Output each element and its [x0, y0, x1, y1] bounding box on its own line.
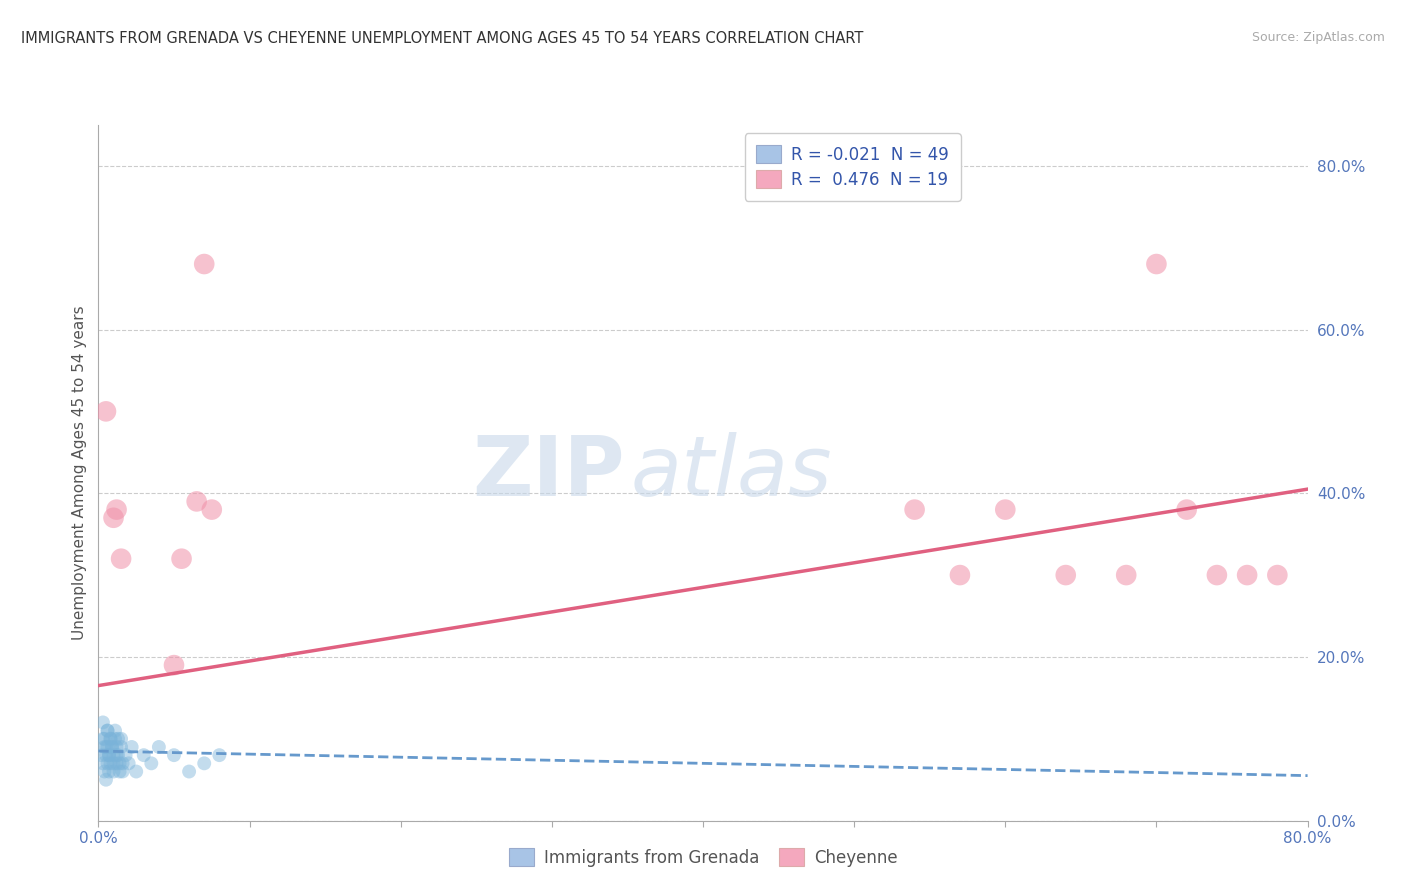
Point [201, 502, 224, 516]
Point [994, 502, 1017, 516]
Point [111, 764, 134, 779]
Point [93, 731, 115, 746]
Point [110, 739, 132, 754]
Point [94, 748, 117, 763]
Text: ZIP: ZIP [472, 433, 624, 513]
Point [91, 731, 114, 746]
Point [193, 257, 215, 271]
Point [1267, 568, 1289, 582]
Point [100, 756, 122, 771]
Point [1175, 502, 1198, 516]
Point [104, 723, 127, 738]
Point [110, 551, 132, 566]
Text: atlas: atlas [630, 433, 832, 513]
Point [103, 756, 125, 771]
Point [1206, 568, 1229, 582]
Point [103, 748, 125, 763]
Point [90, 748, 112, 763]
Point [96, 739, 118, 754]
Text: IMMIGRANTS FROM GRENADA VS CHEYENNE UNEMPLOYMENT AMONG AGES 45 TO 54 YEARS CORRE: IMMIGRANTS FROM GRENADA VS CHEYENNE UNEM… [21, 31, 863, 46]
Point [186, 494, 208, 508]
Legend: Immigrants from Grenada, Cheyenne: Immigrants from Grenada, Cheyenne [501, 839, 905, 875]
Point [94, 772, 117, 787]
Point [163, 748, 186, 763]
Point [101, 739, 124, 754]
Point [132, 748, 155, 763]
Point [104, 731, 127, 746]
Point [163, 658, 186, 673]
Point [94, 739, 117, 754]
Point [179, 764, 201, 779]
Point [111, 756, 134, 771]
Point [108, 756, 131, 771]
Point [1115, 568, 1137, 582]
Point [98, 764, 121, 779]
Point [103, 510, 125, 524]
Point [94, 404, 117, 418]
Point [105, 748, 128, 763]
Point [170, 551, 193, 566]
Point [107, 748, 129, 763]
Point [118, 756, 141, 771]
Point [121, 739, 143, 754]
Point [93, 739, 115, 754]
Point [105, 502, 128, 516]
Point [98, 748, 121, 763]
Point [105, 739, 128, 754]
Point [193, 756, 215, 771]
Point [107, 731, 129, 746]
Point [110, 731, 132, 746]
Text: Source: ZipAtlas.com: Source: ZipAtlas.com [1251, 31, 1385, 45]
Point [103, 764, 125, 779]
Point [108, 764, 131, 779]
Point [148, 739, 170, 754]
Point [93, 764, 115, 779]
Point [96, 723, 118, 738]
Point [91, 756, 114, 771]
Point [100, 731, 122, 746]
Point [1236, 568, 1258, 582]
Point [141, 756, 163, 771]
Point [105, 756, 128, 771]
Point [98, 748, 121, 763]
Point [91, 715, 114, 730]
Point [101, 739, 124, 754]
Point [125, 764, 148, 779]
Point [208, 748, 231, 763]
Point [114, 748, 136, 763]
Point [904, 502, 927, 516]
Point [96, 756, 118, 771]
Point [1054, 568, 1077, 582]
Point [1144, 257, 1167, 271]
Point [100, 731, 122, 746]
Point [96, 723, 118, 738]
Y-axis label: Unemployment Among Ages 45 to 54 years: Unemployment Among Ages 45 to 54 years [72, 305, 87, 640]
Point [949, 568, 972, 582]
